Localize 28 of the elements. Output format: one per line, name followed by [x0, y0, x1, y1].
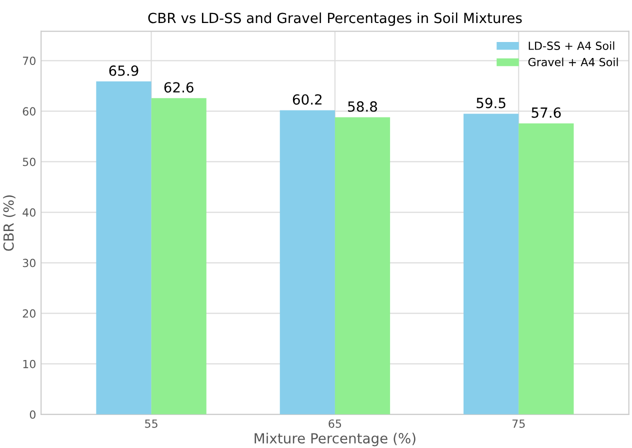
- x-tick-label: 55: [145, 420, 158, 428]
- y-tick-label: 40: [22, 208, 36, 217]
- data-label: 59.5: [476, 98, 506, 108]
- data-label: 65.9: [109, 65, 138, 76]
- chart-title: CBR vs LD-SS and Gravel Percentages in Soil Mixtures: [148, 12, 522, 26]
- bar: [334, 117, 390, 414]
- data-label: 57.6: [532, 107, 561, 118]
- legend-label: LD-SS + A4 Soil: [528, 41, 614, 50]
- x-tick-label: 65: [328, 419, 342, 428]
- bar: [151, 98, 206, 414]
- data-label: 58.8: [348, 101, 378, 112]
- data-label: 62.6: [164, 82, 194, 93]
- y-tick-label: 60: [22, 107, 36, 116]
- bar: [96, 81, 152, 414]
- y-tick-label: 30: [22, 258, 36, 268]
- x-axis-title: Mixture Percentage (%): [254, 432, 416, 446]
- y-tick-label: 0: [30, 410, 36, 419]
- y-tick-label: 10: [23, 360, 36, 368]
- x-tick-label: 75: [512, 420, 525, 428]
- y-tick-label: 20: [22, 309, 36, 318]
- y-axis-title: CBR (%): [3, 195, 16, 251]
- y-tick-label: 70: [22, 56, 36, 66]
- bar: [518, 123, 574, 414]
- y-tick-label: 50: [22, 158, 36, 166]
- bar: [280, 110, 335, 414]
- legend-label: Gravel + A4 Soil: [528, 58, 618, 66]
- bar: [464, 114, 519, 414]
- data-label: 60.2: [292, 94, 322, 105]
